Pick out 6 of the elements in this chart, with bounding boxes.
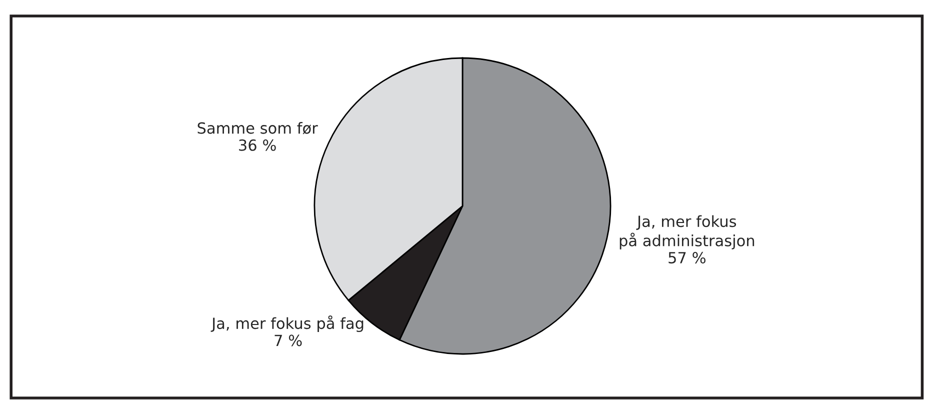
data-label: 36 % bbox=[239, 139, 276, 151]
data-label: 57 % bbox=[668, 252, 706, 264]
slice-label: Ja, mer fokus på administrasjon bbox=[620, 215, 754, 250]
slice-label: Samme som før bbox=[198, 122, 318, 134]
data-label: 7 % bbox=[274, 334, 302, 346]
slice-label: Ja, mer fokus på fag bbox=[210, 315, 364, 332]
